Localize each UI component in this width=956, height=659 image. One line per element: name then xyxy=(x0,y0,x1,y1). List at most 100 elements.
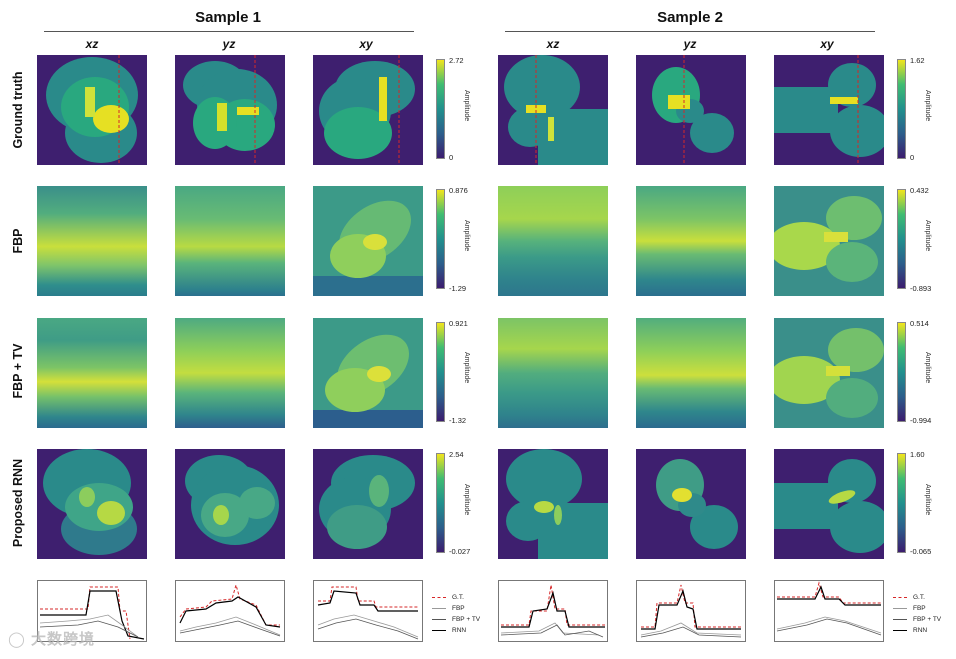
column-label-s2-xy: xy xyxy=(820,37,834,51)
colorbar-min-fbp-s1: -1.29 xyxy=(449,284,467,293)
image-fbp-s2-xy xyxy=(774,186,884,296)
legend-item-fbp: FBP xyxy=(893,603,941,614)
image-fbptv-s2-xz xyxy=(498,318,608,428)
row-label-proposed-rnn: Proposed RNN xyxy=(11,458,25,548)
colorbar-rnn-s2 xyxy=(897,453,906,553)
legend-label-rnn: RNN xyxy=(913,627,928,634)
image-rnn-s2-xz xyxy=(498,449,608,559)
profile-legend-s1: G.T. FBP FBP + TV RNN xyxy=(432,592,480,636)
column-label-s1-xy: xy xyxy=(359,37,373,51)
colorbar-min-fbptv-s2: -0.994 xyxy=(910,416,932,425)
column-label-s2-yz: yz xyxy=(683,37,697,51)
sample-2-title: Sample 2 xyxy=(657,9,723,26)
image-fbp-s1-yz xyxy=(175,186,285,296)
image-gt-s1-yz xyxy=(175,55,285,165)
legend-item-gt: G.T. xyxy=(893,592,941,603)
colorbar-gt-s1 xyxy=(436,59,445,159)
profile-plot-s2-xz xyxy=(498,580,608,642)
image-fbptv-s1-xz xyxy=(37,318,147,428)
row-label-ground-truth: Ground truth xyxy=(11,71,25,149)
colorbar-title-fbptv-s1: Amplitude xyxy=(463,352,470,384)
legend-swatch-fbp xyxy=(432,608,446,609)
legend-swatch-fbp-tv xyxy=(893,619,907,620)
profile-plot-s2-yz xyxy=(636,580,746,642)
image-gt-s1-xz xyxy=(37,55,147,165)
legend-swatch-rnn xyxy=(432,630,446,631)
watermark-logo-icon: ◯ xyxy=(8,631,26,648)
image-gt-s1-xy xyxy=(313,55,423,165)
image-fbp-s1-xy xyxy=(313,186,423,296)
image-rnn-s1-xy xyxy=(313,449,423,559)
row-label-fbp-tv: FBP + TV xyxy=(11,343,25,399)
image-rnn-s2-yz xyxy=(636,449,746,559)
profile-plot-s1-xz xyxy=(37,580,147,642)
legend-swatch-gt xyxy=(432,597,446,598)
colorbar-title-fbp-s2: Amplitude xyxy=(924,220,931,252)
legend-label-rnn: RNN xyxy=(452,627,467,634)
image-fbptv-s1-xy xyxy=(313,318,423,428)
legend-swatch-fbp xyxy=(893,608,907,609)
colorbar-min-fbp-s2: -0.893 xyxy=(910,284,932,293)
column-label-s1-xz: xz xyxy=(85,37,99,51)
image-fbptv-s1-yz xyxy=(175,318,285,428)
colorbar-fbptv-s2 xyxy=(897,322,906,422)
colorbar-max-rnn-s2: 1.60 xyxy=(910,450,925,459)
colorbar-max-fbptv-s2: 0.514 xyxy=(910,319,929,328)
colorbar-gt-s2 xyxy=(897,59,906,159)
colorbar-min-rnn-s2: -0.065 xyxy=(910,547,932,556)
image-gt-s2-xy xyxy=(774,55,884,165)
image-rnn-s2-xy xyxy=(774,449,884,559)
image-fbp-s1-xz xyxy=(37,186,147,296)
image-gt-s2-yz xyxy=(636,55,746,165)
colorbar-max-fbptv-s1: 0.921 xyxy=(449,319,468,328)
legend-item-fbp: FBP xyxy=(432,603,480,614)
watermark: ◯ 大数跨境 xyxy=(8,628,95,649)
sample-1-title: Sample 1 xyxy=(195,9,261,26)
legend-label-gt: G.T. xyxy=(452,594,464,601)
colorbar-max-fbp-s2: 0.432 xyxy=(910,186,929,195)
image-rnn-s1-yz xyxy=(175,449,285,559)
legend-item-gt: G.T. xyxy=(432,592,480,603)
colorbar-title-fbptv-s2: Amplitude xyxy=(924,352,931,384)
image-fbptv-s2-yz xyxy=(636,318,746,428)
colorbar-min-fbptv-s1: -1.32 xyxy=(449,416,467,425)
column-label-s1-yz: yz xyxy=(222,37,236,51)
legend-label-fbp-tv: FBP + TV xyxy=(452,616,481,623)
sample-2-underline xyxy=(505,31,875,32)
colorbar-title-gt-s1: Amplitude xyxy=(463,90,470,122)
colorbar-min-gt-s1: 0 xyxy=(449,153,454,162)
legend-label-fbp-tv: FBP + TV xyxy=(913,616,942,623)
image-fbptv-s2-xy xyxy=(774,318,884,428)
colorbar-max-gt-s2: 1.62 xyxy=(910,56,925,65)
colorbar-rnn-s1 xyxy=(436,453,445,553)
column-label-s2-xz: xz xyxy=(546,37,560,51)
legend-item-fbp-tv: FBP + TV xyxy=(432,614,480,625)
sample-1-underline xyxy=(44,31,414,32)
colorbar-max-fbp-s1: 0.876 xyxy=(449,186,468,195)
legend-swatch-gt xyxy=(893,597,907,598)
colorbar-max-rnn-s1: 2.54 xyxy=(449,450,464,459)
legend-label-fbp: FBP xyxy=(452,605,465,612)
legend-item-rnn: RNN xyxy=(893,625,941,636)
colorbar-fbptv-s1 xyxy=(436,322,445,422)
colorbar-title-fbp-s1: Amplitude xyxy=(463,220,470,252)
colorbar-title-gt-s2: Amplitude xyxy=(924,90,931,122)
colorbar-title-rnn-s2: Amplitude xyxy=(924,484,931,516)
image-fbp-s2-yz xyxy=(636,186,746,296)
colorbar-fbp-s2 xyxy=(897,189,906,289)
profile-legend-s2: G.T. FBP FBP + TV RNN xyxy=(893,592,941,636)
colorbar-min-gt-s2: 0 xyxy=(910,153,915,162)
legend-swatch-fbp-tv xyxy=(432,619,446,620)
colorbar-min-rnn-s1: -0.027 xyxy=(449,547,471,556)
legend-item-rnn: RNN xyxy=(432,625,480,636)
profile-plot-s1-yz xyxy=(175,580,285,642)
row-label-fbp: FBP xyxy=(11,228,25,254)
colorbar-fbp-s1 xyxy=(436,189,445,289)
legend-swatch-rnn xyxy=(893,630,907,631)
profile-plot-s2-xy xyxy=(774,580,884,642)
colorbar-title-rnn-s1: Amplitude xyxy=(463,484,470,516)
image-rnn-s1-xz xyxy=(37,449,147,559)
image-gt-s2-xz xyxy=(498,55,608,165)
image-fbp-s2-xz xyxy=(498,186,608,296)
legend-item-fbp-tv: FBP + TV xyxy=(893,614,941,625)
